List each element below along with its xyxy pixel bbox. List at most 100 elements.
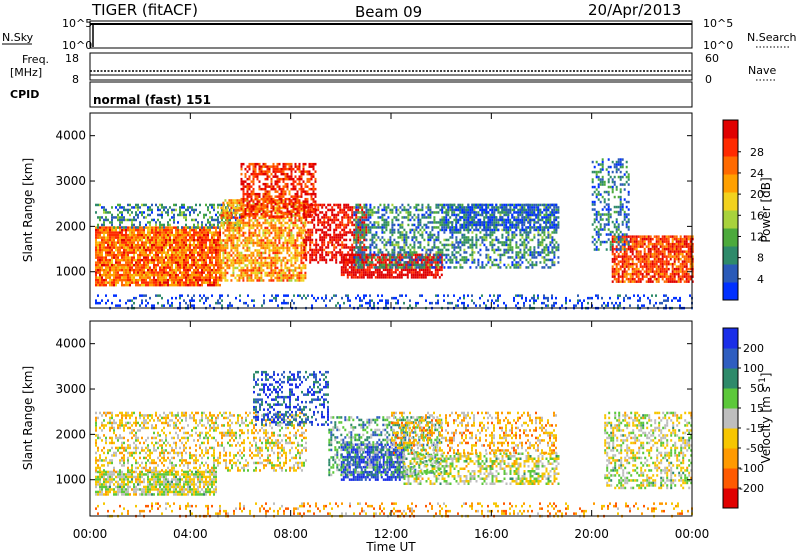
- data-cell-region-6: [451, 229, 453, 232]
- data-cell-region-0: [175, 234, 177, 237]
- data-cell-region-0: [177, 254, 179, 257]
- data-cell-region-3: [263, 195, 265, 198]
- data-cell-region-3: [281, 168, 283, 171]
- data-cell-region-4: [311, 206, 313, 209]
- data-cell-region-3: [283, 193, 285, 196]
- data-cell-region-0: [211, 269, 213, 272]
- data-cell-region-2: [292, 264, 294, 267]
- data-cell-region-0: [171, 269, 173, 272]
- data-cell-region-2: [260, 239, 262, 242]
- data-cell-region-4: [339, 244, 341, 247]
- data-cell-region-6: [429, 249, 431, 252]
- data-cell-region-5: [409, 271, 411, 274]
- data-cell-region-3: [267, 178, 269, 181]
- data-cell-region-2: [284, 277, 286, 280]
- data-cell-region-6: [463, 236, 465, 239]
- data-cell-region-6: [445, 249, 447, 252]
- data-cell-region-6: [455, 266, 457, 269]
- data-cell-region-2: [304, 277, 306, 280]
- data-cell-region-2: [290, 269, 292, 272]
- data-cell-region-0: [213, 251, 215, 254]
- data-cell-region-0: [199, 276, 201, 279]
- data-cell-region-6: [439, 251, 441, 254]
- data-cell-region-0: [149, 241, 151, 244]
- data-cell-region-5: [415, 274, 417, 277]
- data-cell-region-0: [123, 236, 125, 239]
- data-cell-region-0: [137, 281, 139, 284]
- data-cell-region-6: [401, 254, 403, 257]
- data-cell-region-2: [230, 217, 232, 220]
- data-cell-region-1: [127, 211, 129, 214]
- data-cell-region-2: [276, 277, 278, 280]
- data-cell-region-4: [313, 226, 315, 229]
- data-cell-region-2: [298, 229, 300, 232]
- data-cell-region-2: [248, 262, 250, 265]
- data-cell-region-6: [471, 246, 473, 249]
- data-cell-region-2: [302, 232, 304, 235]
- data-cell-region-3: [263, 203, 265, 206]
- data-cell-region-0: [203, 261, 205, 264]
- data-cell-region-3: [251, 210, 253, 213]
- data-cell-region-3: [297, 208, 299, 211]
- data-cell-region-6: [371, 236, 373, 239]
- data-cell-region-1: [179, 214, 181, 217]
- data-cell-region-6: [357, 221, 359, 224]
- data-cell-region-3: [295, 175, 297, 178]
- data-cell-region-0: [163, 239, 165, 242]
- data-cell-region-4: [335, 254, 337, 257]
- data-cell-region-0: [139, 269, 141, 272]
- data-cell-region-0: [201, 236, 203, 239]
- data-cell-region-0: [173, 284, 175, 287]
- data-cell-region-0: [137, 231, 139, 234]
- data-cell-region-0: [193, 254, 195, 257]
- data-cell-region-0: [99, 244, 101, 247]
- data-cell-region-6: [397, 214, 399, 217]
- data-cell-region-0: [137, 271, 139, 274]
- data-cell-region-0: [209, 276, 211, 279]
- data-cell-region-0: [189, 249, 191, 252]
- data-cell-region-0: [187, 284, 189, 287]
- data-cell-region-2: [224, 279, 226, 282]
- data-cell-region-0: [189, 256, 191, 259]
- data-cell-region-3: [241, 205, 243, 208]
- data-cell-region-1: [137, 226, 139, 229]
- data-cell-region-0: [179, 279, 181, 282]
- data-cell-region-2: [240, 274, 242, 277]
- data-cell-region-1: [101, 216, 103, 219]
- data-cell-region-5: [361, 276, 363, 279]
- data-cell-region-5: [417, 261, 419, 264]
- data-cell-region-4: [325, 206, 327, 209]
- data-cell-region-6: [485, 236, 487, 239]
- data-cell-region-6: [447, 221, 449, 224]
- data-cell-region-2: [274, 212, 276, 215]
- data-cell-region-0: [101, 276, 103, 279]
- data-cell-region-0: [181, 264, 183, 267]
- data-cell-region-0: [163, 276, 165, 279]
- data-cell-region-0: [169, 279, 171, 282]
- data-cell-region-0: [151, 246, 153, 249]
- data-cell-region-6: [429, 231, 431, 234]
- data-cell-region-4: [339, 204, 341, 207]
- data-cell-region-0: [181, 256, 183, 259]
- data-cell-region-0: [215, 229, 217, 232]
- data-cell-region-2: [302, 264, 304, 267]
- data-cell-region-4: [321, 246, 323, 249]
- data-cell-region-6: [391, 209, 393, 212]
- data-cell-region-0: [167, 266, 169, 269]
- data-cell-region-6: [447, 219, 449, 222]
- data-cell-region-3: [281, 170, 283, 173]
- data-cell-region-1: [183, 211, 185, 214]
- data-cell-region-6: [359, 266, 361, 269]
- data-cell-region-2: [252, 222, 254, 225]
- data-cell-region-4: [337, 206, 339, 209]
- data-cell-region-2: [276, 257, 278, 260]
- data-cell-region-4: [321, 239, 323, 242]
- data-cell-region-0: [181, 279, 183, 282]
- data-cell-region-3: [245, 173, 247, 176]
- data-cell-region-3: [299, 175, 301, 178]
- data-cell-region-4: [349, 221, 351, 224]
- data-cell-region-2: [258, 252, 260, 255]
- data-cell-region-6: [439, 204, 441, 207]
- data-cell-region-4: [329, 219, 331, 222]
- data-cell-region-2: [240, 234, 242, 237]
